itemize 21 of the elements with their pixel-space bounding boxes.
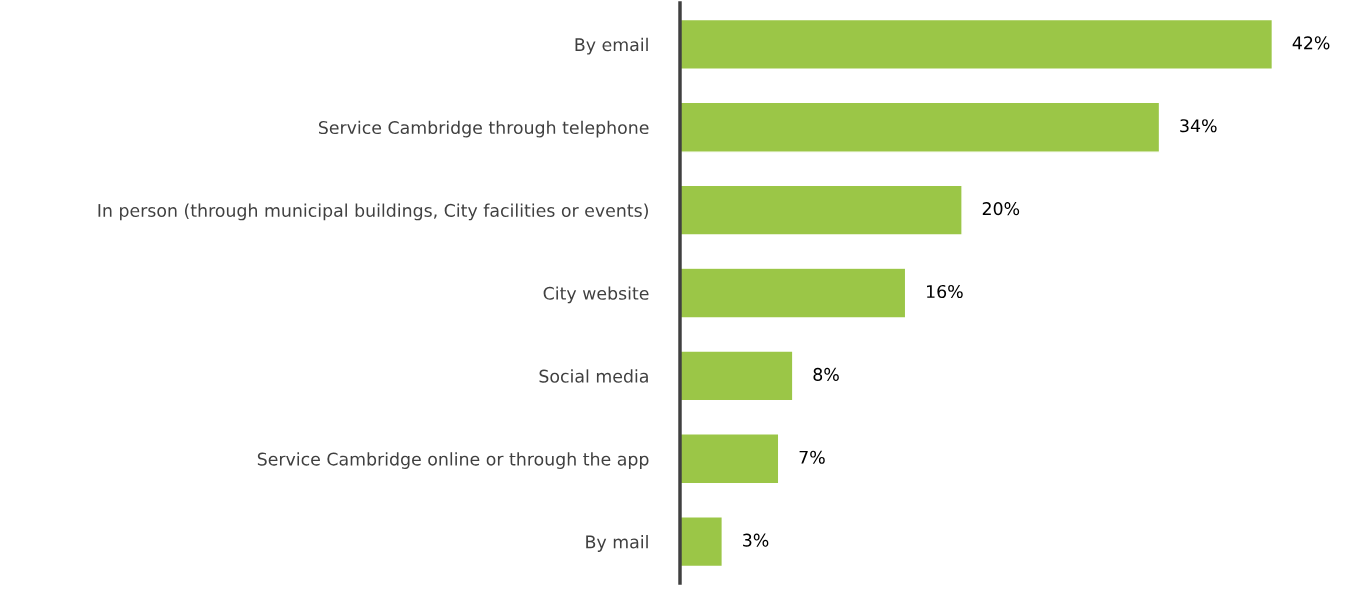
bar bbox=[680, 18, 1274, 70]
bar bbox=[680, 350, 794, 402]
y-tick-label: By mail bbox=[586, 535, 648, 552]
y-tick-label: Service Cambridge online or through the app bbox=[257, 452, 649, 469]
data-label: 3% bbox=[743, 533, 769, 547]
bar bbox=[680, 101, 1161, 153]
y-tick-label: City website bbox=[543, 286, 649, 304]
bar bbox=[680, 516, 724, 568]
data-label: 20% bbox=[982, 202, 1020, 216]
y-tick-label: Service Cambridge through telephone bbox=[318, 120, 649, 138]
data-label: 42% bbox=[1292, 36, 1330, 50]
y-tick-label: In person (through municipal buildings, City facilities or events) bbox=[98, 203, 648, 221]
data-label: 16% bbox=[927, 284, 963, 299]
bar bbox=[680, 267, 907, 319]
bar bbox=[680, 184, 963, 236]
data-label: 34% bbox=[1180, 119, 1217, 133]
y-tick-label: By email bbox=[575, 37, 648, 55]
data-label: 7% bbox=[799, 450, 825, 464]
y-tick-label: Social media bbox=[539, 369, 648, 383]
data-label: 8% bbox=[813, 367, 839, 381]
bar bbox=[680, 433, 780, 485]
